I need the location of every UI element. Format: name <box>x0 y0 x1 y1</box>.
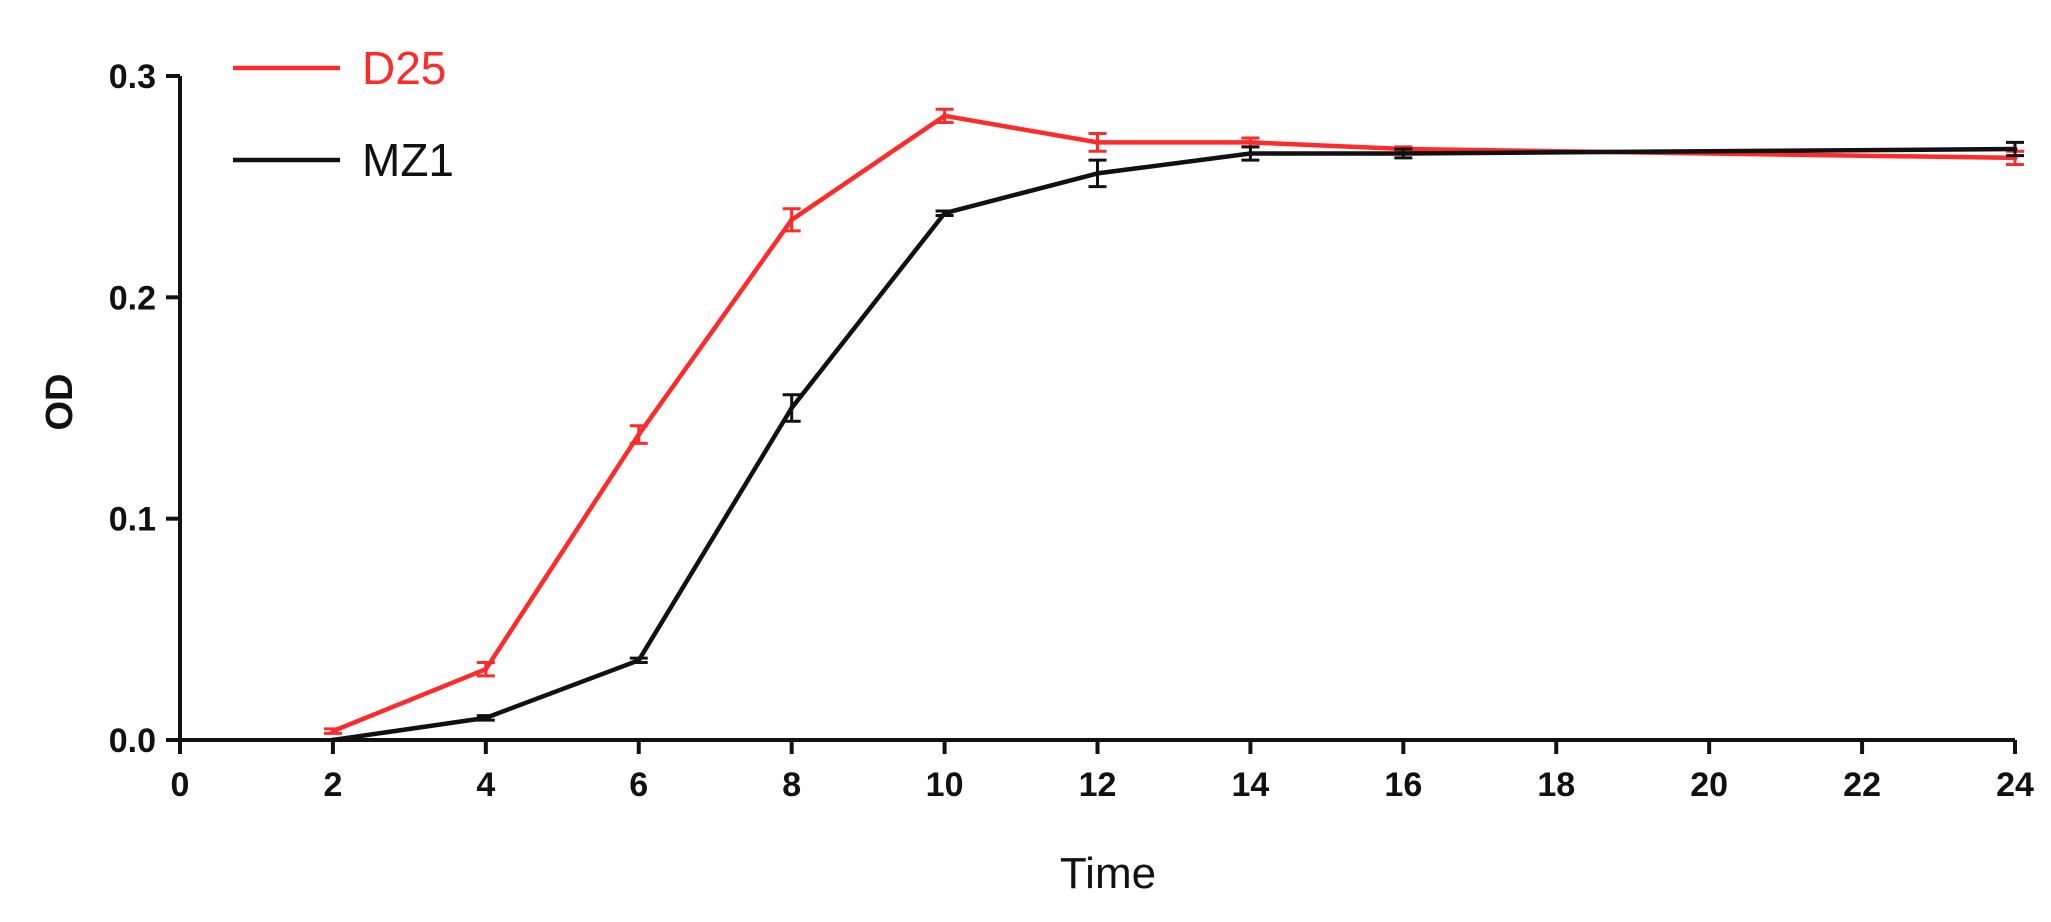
x-tick-label: 22 <box>1843 766 1881 804</box>
data-point-mz1 <box>1400 150 1406 156</box>
x-tick-label: 24 <box>1996 766 2034 804</box>
error-bar-d25 <box>323 727 342 735</box>
data-point-mz1 <box>330 737 336 743</box>
error-bar-mz1 <box>782 393 801 423</box>
data-point-mz1 <box>1095 170 1100 176</box>
error-bar-mz1 <box>2006 140 2024 158</box>
error-bar-mz1 <box>1394 147 1413 160</box>
legend-label-mz1: MZ1 <box>362 134 454 186</box>
x-tick-label: 16 <box>1384 766 1422 804</box>
x-tick-label: 8 <box>782 766 801 804</box>
series-line-d25 <box>332 113 2016 734</box>
y-tick-label: 0.0 <box>109 722 156 760</box>
error-bar-mz1 <box>1241 145 1260 162</box>
x-tick-label: 4 <box>476 766 495 804</box>
data-point-d25 <box>1247 139 1253 145</box>
data-point-mz1 <box>1247 150 1253 156</box>
data-point-mz1 <box>942 210 948 216</box>
error-bar-mz1 <box>1088 158 1107 189</box>
data-point-mz1 <box>636 657 642 663</box>
y-tick-label: 0.3 <box>109 58 156 96</box>
series-layer <box>323 107 2024 743</box>
data-point-d25 <box>789 217 795 223</box>
x-tick-label: 6 <box>629 766 648 804</box>
error-bar-mz1 <box>476 714 495 722</box>
series-line-mz1 <box>332 146 2016 743</box>
error-bar-d25 <box>629 424 648 445</box>
x-axis-title: Time <box>1060 849 1156 898</box>
error-bar-mz1 <box>629 656 648 665</box>
error-bar-mz1 <box>323 737 342 743</box>
data-point-d25 <box>942 113 948 119</box>
error-bar-d25 <box>782 207 801 233</box>
x-tick-label: 2 <box>323 766 342 804</box>
x-tick-label: 10 <box>926 766 964 804</box>
data-point-mz1 <box>789 405 795 411</box>
x-tick-label: 0 <box>171 766 190 804</box>
data-point-d25 <box>330 728 336 734</box>
x-tick-label: 12 <box>1079 766 1117 804</box>
error-bar-d25 <box>935 107 954 124</box>
legend: D25 MZ1 <box>233 42 454 186</box>
error-bar-mz1 <box>935 209 954 217</box>
data-point-mz1 <box>483 715 489 721</box>
y-tick-label: 0.2 <box>109 279 156 317</box>
data-point-d25 <box>636 432 642 438</box>
data-point-d25 <box>483 666 489 672</box>
x-tick-label: 14 <box>1232 766 1270 804</box>
y-tick-label: 0.1 <box>109 501 156 539</box>
error-bar-d25 <box>1088 132 1107 153</box>
x-tick-label: 18 <box>1537 766 1575 804</box>
y-axis-title: OD <box>39 374 81 431</box>
x-tick-label: 20 <box>1690 766 1728 804</box>
error-bar-d25 <box>476 661 495 678</box>
legend-label-d25: D25 <box>362 42 446 94</box>
data-point-mz1 <box>2012 146 2018 152</box>
axes: 0 2 4 6 8 10 12 14 16 18 20 22 240.00.10.20.3 <box>109 58 2034 804</box>
data-point-d25 <box>1095 139 1100 145</box>
